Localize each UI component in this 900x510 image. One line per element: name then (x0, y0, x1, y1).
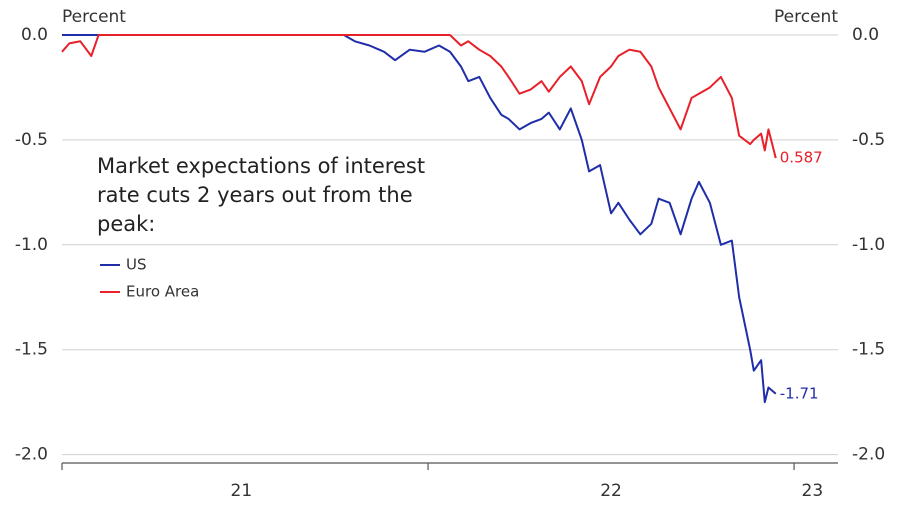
end-label: -1.71 (780, 384, 819, 402)
y-tick-label: -1.0 (15, 235, 48, 255)
y2-tick-label: 0.0 (852, 25, 879, 45)
y2-tick-label: -2.0 (852, 445, 885, 465)
series-line (61, 34, 777, 159)
x-tick-label: 21 (231, 481, 253, 501)
y-tick-label: -0.5 (15, 130, 48, 150)
legend-label: US (126, 256, 147, 274)
y2-tick-label: -1.5 (852, 340, 885, 360)
x-tick-label: 22 (600, 481, 622, 501)
y-tick-label: -1.5 (15, 340, 48, 360)
y2-tick-label: -1.0 (852, 235, 885, 255)
y-axis-title: Percent (62, 7, 126, 27)
y-tick-label: 0.0 (21, 25, 48, 45)
y-tick-label: -2.0 (15, 445, 48, 465)
y2-tick-label: -0.5 (852, 130, 885, 150)
legend-label: Euro Area (126, 283, 199, 301)
x-tick-label: 23 (802, 481, 824, 501)
end-label: 0.587 (780, 149, 823, 167)
y2-axis-title: Percent (774, 7, 838, 27)
legend-title: Market expectations of interest rate cut… (97, 154, 426, 236)
